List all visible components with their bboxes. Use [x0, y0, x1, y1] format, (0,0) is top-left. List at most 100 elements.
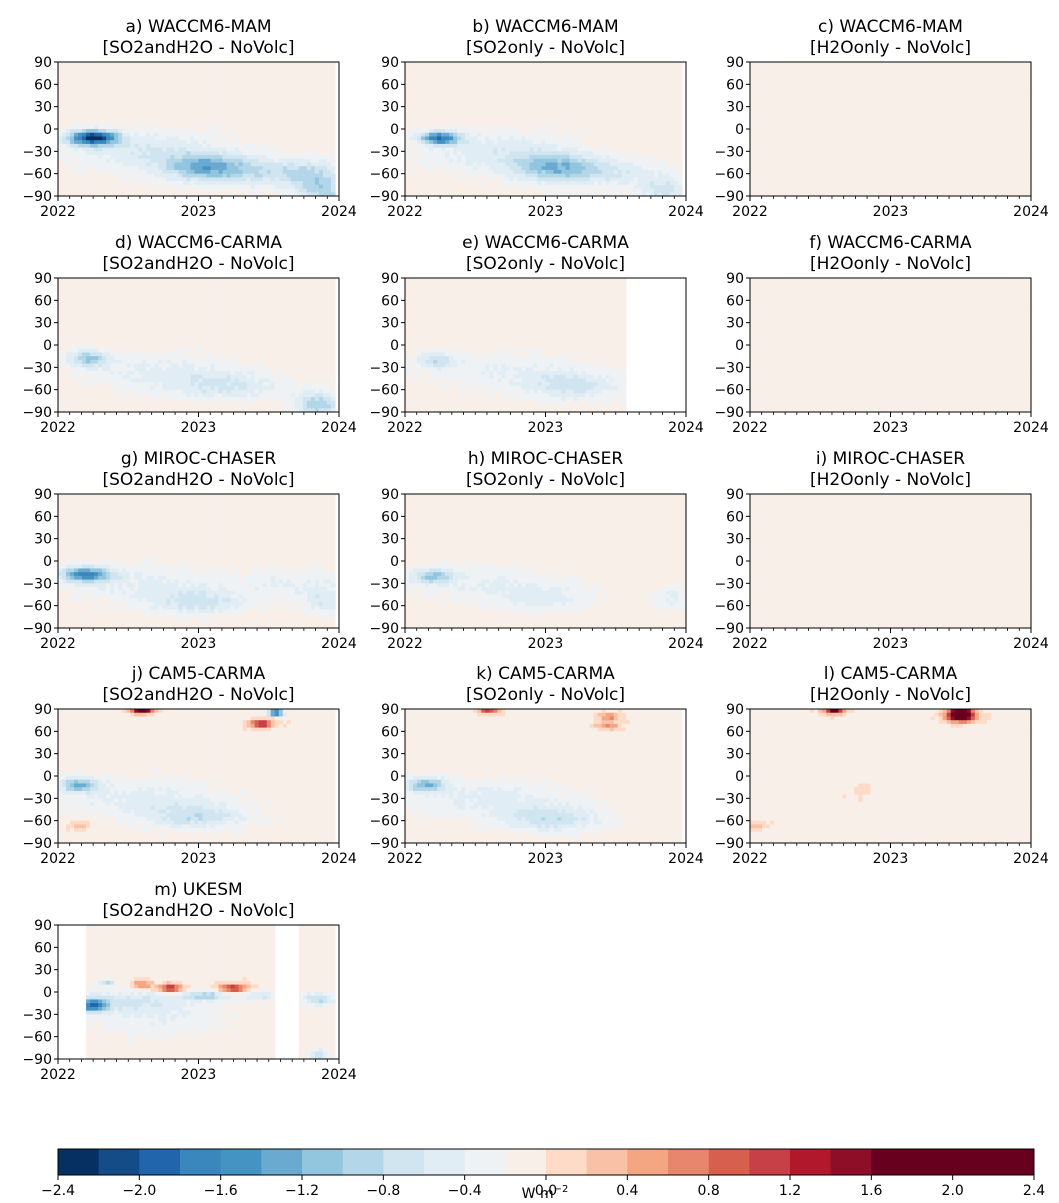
heatmap-cell	[477, 151, 482, 156]
heatmap-cell	[453, 62, 458, 67]
heatmap-cell	[589, 147, 595, 152]
heatmap-cell	[134, 102, 139, 108]
heatmap-cell	[146, 84, 151, 89]
heatmap-cell	[629, 169, 635, 175]
heatmap-cell	[130, 136, 135, 141]
heatmap-cell	[258, 62, 264, 67]
heatmap-cell	[641, 147, 647, 152]
heatmap-cell	[162, 91, 167, 97]
heatmap-cell	[513, 140, 518, 145]
heatmap-cell	[102, 140, 107, 145]
heatmap-cell	[94, 88, 99, 93]
heatmap-cell	[433, 65, 438, 71]
heatmap-cell	[473, 177, 478, 182]
heatmap-cell	[94, 173, 99, 178]
heatmap-cell	[461, 73, 466, 78]
heatmap-cell	[198, 91, 204, 97]
heatmap-cell	[194, 73, 200, 78]
heatmap-cell	[70, 114, 75, 119]
heatmap-cell	[114, 121, 119, 126]
heatmap-cell	[505, 188, 510, 193]
heatmap-cell	[673, 140, 679, 145]
heatmap-cell	[118, 62, 123, 67]
heatmap-cell	[425, 95, 430, 100]
heatmap-cell	[433, 136, 438, 141]
heatmap-cell	[242, 143, 248, 149]
heatmap-cell	[82, 117, 87, 123]
heatmap-cell	[190, 106, 196, 111]
heatmap-cell	[290, 110, 296, 115]
heatmap-cell	[110, 91, 115, 97]
heatmap-cell	[138, 80, 143, 85]
heatmap-cell	[613, 121, 619, 126]
heatmap-cell	[537, 95, 543, 100]
heatmap-cell	[62, 181, 67, 186]
heatmap-cell	[429, 117, 434, 123]
heatmap-cell	[246, 84, 252, 89]
heatmap-cell	[589, 132, 595, 138]
heatmap-cell	[421, 173, 426, 178]
heatmap-cell	[433, 125, 438, 130]
heatmap-cell	[649, 106, 655, 111]
heatmap-cell	[441, 91, 446, 97]
heatmap-cell	[597, 114, 603, 119]
heatmap-cell	[306, 173, 312, 178]
heatmap-cell	[194, 91, 200, 97]
heatmap-cell	[326, 106, 332, 111]
heatmap-cell	[258, 143, 264, 149]
heatmap-cell	[86, 158, 91, 164]
heatmap-cell	[238, 129, 244, 134]
heatmap-cell	[617, 88, 623, 93]
heatmap-cell	[150, 162, 155, 167]
heatmap-cell	[214, 155, 220, 160]
heatmap-cell	[246, 76, 252, 82]
heatmap-cell	[545, 121, 551, 126]
heatmap-cell	[497, 132, 502, 138]
heatmap-cell	[533, 110, 539, 115]
heatmap-cell	[469, 99, 474, 104]
heatmap-cell	[218, 151, 224, 156]
heatmap-cell	[665, 169, 671, 175]
heatmap-cell	[573, 110, 579, 115]
heatmap-cell	[102, 169, 107, 175]
heatmap-cell	[90, 140, 95, 145]
heatmap-cell	[130, 121, 135, 126]
heatmap-cell	[214, 173, 220, 178]
heatmap-cell	[565, 102, 571, 108]
heatmap-cell	[234, 62, 240, 67]
heatmap-cell	[557, 184, 563, 190]
heatmap-cell	[322, 114, 328, 119]
heatmap-cell	[126, 184, 131, 190]
heatmap-cell	[445, 95, 450, 100]
heatmap-cell	[521, 80, 527, 85]
heatmap-cell	[118, 80, 123, 85]
heatmap-cell	[449, 95, 454, 100]
heatmap-cell	[102, 188, 107, 193]
heatmap-cell	[645, 110, 651, 115]
heatmap-cell	[513, 117, 518, 123]
heatmap-cell	[613, 84, 619, 89]
heatmap-cell	[86, 125, 91, 130]
heatmap-cell	[485, 62, 490, 67]
heatmap-cell	[613, 88, 619, 93]
heatmap-cell	[513, 106, 518, 111]
heatmap-cell	[477, 140, 482, 145]
heatmap-cell	[190, 143, 196, 149]
heatmap-cell	[505, 151, 510, 156]
heatmap-cell	[210, 132, 216, 138]
heatmap-cell	[493, 95, 498, 100]
heatmap-cell	[62, 65, 67, 71]
heatmap-cell	[457, 114, 462, 119]
heatmap-cell	[294, 102, 300, 108]
heatmap-cell	[473, 181, 478, 186]
heatmap-cell	[206, 192, 212, 197]
heatmap-cell	[166, 184, 171, 190]
heatmap-cell	[589, 136, 595, 141]
heatmap-cell	[158, 155, 163, 160]
heatmap-cell	[613, 99, 619, 104]
heatmap-cell	[282, 181, 288, 186]
heatmap-cell	[274, 181, 280, 186]
heatmap-cell	[637, 102, 643, 108]
heatmap-cell	[294, 84, 300, 89]
heatmap-cell	[178, 125, 184, 130]
